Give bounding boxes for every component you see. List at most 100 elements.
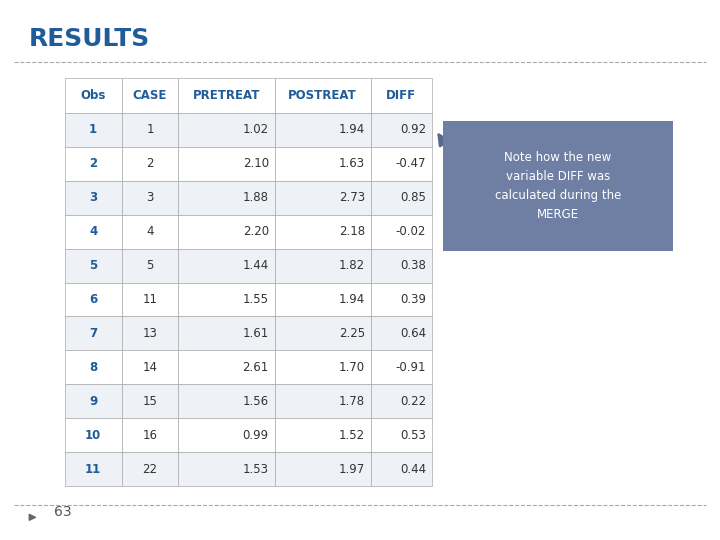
Text: 1.78: 1.78 [339,395,365,408]
Text: 4: 4 [146,225,154,238]
Text: 2.25: 2.25 [339,327,365,340]
Text: -0.91: -0.91 [396,361,426,374]
Text: 1.44: 1.44 [243,259,269,272]
Bar [179,316,274,350]
Bar [274,282,371,316]
Text: 0.99: 0.99 [243,429,269,442]
Bar [371,418,432,452]
Bar [274,350,371,384]
Text: 1.94: 1.94 [339,124,365,137]
Bar [371,248,432,282]
Text: DIFF: DIFF [387,89,416,102]
Bar [122,384,179,418]
Text: 3: 3 [89,191,97,204]
Text: 10: 10 [85,429,102,442]
Text: 5: 5 [89,259,97,272]
Bar [122,418,179,452]
Bar [371,384,432,418]
Text: 2.18: 2.18 [339,225,365,238]
Text: 13: 13 [143,327,158,340]
Bar [179,181,274,215]
Text: -0.47: -0.47 [396,157,426,170]
Text: 0.38: 0.38 [400,259,426,272]
Bar [179,147,274,181]
Bar [179,215,274,248]
Bar [122,215,179,248]
Bar [443,122,673,251]
Bar [122,282,179,316]
Text: 0.44: 0.44 [400,463,426,476]
Text: 16: 16 [143,429,158,442]
Bar [65,452,122,486]
Text: 1.70: 1.70 [339,361,365,374]
Bar [65,215,122,248]
Bar [179,350,274,384]
Bar [371,350,432,384]
Bar [179,78,274,113]
Bar [274,248,371,282]
Bar [122,78,179,113]
Text: 1.52: 1.52 [339,429,365,442]
Text: 0.64: 0.64 [400,327,426,340]
Bar [179,418,274,452]
Text: 22: 22 [143,463,158,476]
Bar [122,181,179,215]
Text: 1.55: 1.55 [243,293,269,306]
Bar [179,248,274,282]
Bar [65,384,122,418]
Text: 1.56: 1.56 [243,395,269,408]
Bar [274,452,371,486]
Bar [122,350,179,384]
Text: 63: 63 [54,505,71,519]
Text: 1.02: 1.02 [243,124,269,137]
Text: 2: 2 [146,157,154,170]
Text: 1: 1 [146,124,154,137]
Bar [274,181,371,215]
Bar [274,113,371,147]
Bar [65,282,122,316]
Bar [65,78,122,113]
Bar [371,181,432,215]
Bar [371,147,432,181]
Bar [274,418,371,452]
Bar [122,452,179,486]
Text: 2.61: 2.61 [243,361,269,374]
Bar [371,316,432,350]
Text: 11: 11 [85,463,102,476]
Bar [179,452,274,486]
Text: 3: 3 [146,191,154,204]
Bar [274,384,371,418]
Text: 2.73: 2.73 [339,191,365,204]
Bar [122,113,179,147]
Bar [122,316,179,350]
Bar [274,147,371,181]
Text: 15: 15 [143,395,158,408]
Bar [122,248,179,282]
Bar [65,350,122,384]
Text: 11: 11 [143,293,158,306]
Bar [179,282,274,316]
Bar [122,147,179,181]
Text: 0.92: 0.92 [400,124,426,137]
Text: CASE: CASE [133,89,167,102]
Text: 1: 1 [89,124,97,137]
Text: 0.53: 0.53 [400,429,426,442]
Text: 1.61: 1.61 [243,327,269,340]
Text: 9: 9 [89,395,97,408]
Text: 1.82: 1.82 [339,259,365,272]
Bar [371,452,432,486]
Bar [179,113,274,147]
Bar [371,113,432,147]
Bar [274,78,371,113]
Text: Note how the new
variable DIFF was
calculated during the
MERGE: Note how the new variable DIFF was calcu… [495,151,621,221]
Bar [179,384,274,418]
Bar [65,248,122,282]
Text: 1.63: 1.63 [339,157,365,170]
Text: 1.97: 1.97 [339,463,365,476]
Bar [65,418,122,452]
Text: PRETREAT: PRETREAT [193,89,260,102]
Text: Obs: Obs [81,89,106,102]
Text: 0.22: 0.22 [400,395,426,408]
Text: 2.10: 2.10 [243,157,269,170]
Bar [65,316,122,350]
